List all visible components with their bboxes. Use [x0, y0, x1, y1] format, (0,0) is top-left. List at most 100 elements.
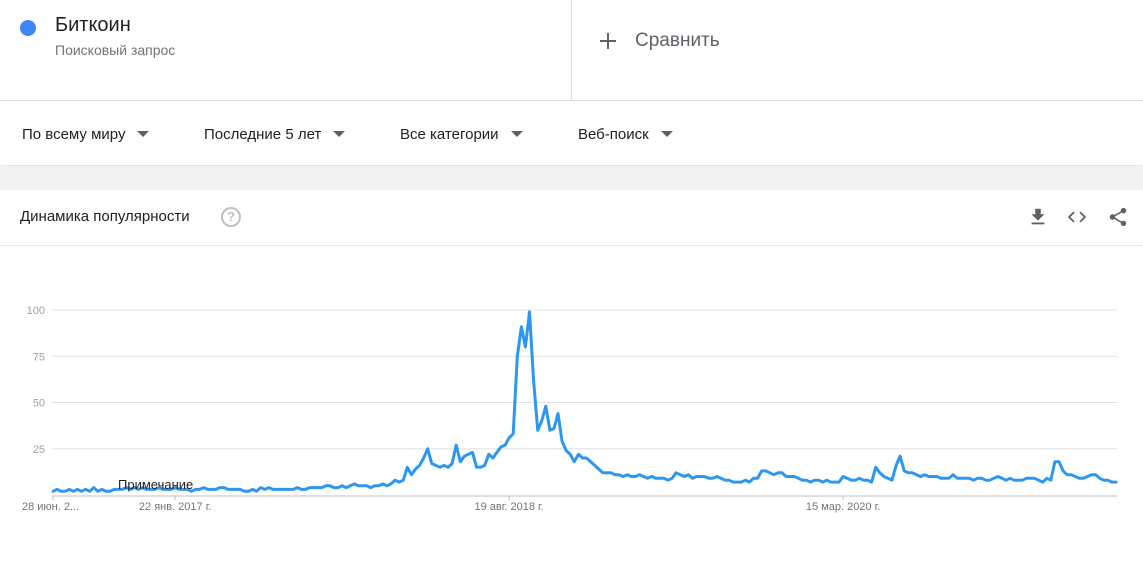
- data-point[interactable]: [238, 487, 242, 491]
- data-point[interactable]: [556, 412, 560, 416]
- data-point[interactable]: [206, 487, 210, 491]
- data-point[interactable]: [853, 478, 857, 482]
- data-point[interactable]: [646, 476, 650, 480]
- data-point[interactable]: [1049, 478, 1053, 482]
- data-point[interactable]: [214, 487, 218, 491]
- data-point[interactable]: [829, 480, 833, 484]
- data-point[interactable]: [739, 480, 743, 484]
- data-point[interactable]: [454, 443, 458, 447]
- data-point[interactable]: [226, 487, 230, 491]
- data-point[interactable]: [495, 450, 499, 454]
- data-point[interactable]: [796, 476, 800, 480]
- data-point[interactable]: [1020, 478, 1024, 482]
- data-point[interactable]: [1086, 475, 1090, 479]
- data-point[interactable]: [393, 478, 397, 482]
- data-point[interactable]: [194, 487, 198, 491]
- data-point[interactable]: [198, 487, 202, 491]
- data-point[interactable]: [878, 471, 882, 475]
- share-icon[interactable]: [1107, 206, 1129, 228]
- data-point[interactable]: [397, 480, 401, 484]
- data-point[interactable]: [760, 469, 764, 473]
- data-point[interactable]: [662, 476, 666, 480]
- data-point[interactable]: [837, 480, 841, 484]
- data-point[interactable]: [59, 489, 63, 493]
- data-point[interactable]: [568, 452, 572, 456]
- data-point[interactable]: [430, 462, 434, 466]
- data-point[interactable]: [230, 487, 234, 491]
- data-point[interactable]: [1053, 460, 1057, 464]
- data-point[interactable]: [511, 432, 515, 436]
- data-point[interactable]: [752, 476, 756, 480]
- data-point[interactable]: [51, 489, 55, 493]
- data-point[interactable]: [104, 489, 108, 493]
- data-point[interactable]: [475, 465, 479, 469]
- data-point[interactable]: [381, 482, 385, 486]
- data-point[interactable]: [263, 487, 267, 491]
- data-point[interactable]: [666, 478, 670, 482]
- category-filter[interactable]: Все категории: [400, 124, 523, 144]
- data-point[interactable]: [242, 489, 246, 493]
- data-point[interactable]: [409, 473, 413, 477]
- data-point[interactable]: [84, 487, 88, 491]
- data-point[interactable]: [719, 476, 723, 480]
- data-point[interactable]: [931, 475, 935, 479]
- data-point[interactable]: [939, 476, 943, 480]
- data-point[interactable]: [344, 486, 348, 490]
- data-point[interactable]: [287, 487, 291, 491]
- data-point[interactable]: [857, 476, 861, 480]
- data-point[interactable]: [340, 484, 344, 488]
- data-point[interactable]: [642, 475, 646, 479]
- data-point[interactable]: [890, 478, 894, 482]
- data-point[interactable]: [898, 454, 902, 458]
- data-point[interactable]: [564, 449, 568, 453]
- data-point[interactable]: [972, 478, 976, 482]
- data-point[interactable]: [1102, 478, 1106, 482]
- data-point[interactable]: [927, 475, 931, 479]
- data-point[interactable]: [674, 471, 678, 475]
- data-point[interactable]: [784, 475, 788, 479]
- data-point[interactable]: [1090, 473, 1094, 477]
- data-point[interactable]: [279, 487, 283, 491]
- data-point[interactable]: [1012, 478, 1016, 482]
- data-point[interactable]: [540, 419, 544, 423]
- data-point[interactable]: [438, 465, 442, 469]
- data-point[interactable]: [703, 475, 707, 479]
- data-point[interactable]: [515, 354, 519, 358]
- data-point[interactable]: [401, 478, 405, 482]
- data-point[interactable]: [976, 476, 980, 480]
- data-point[interactable]: [576, 452, 580, 456]
- data-point[interactable]: [348, 484, 352, 488]
- series-line-bitcoin[interactable]: [51, 310, 1118, 493]
- data-point[interactable]: [731, 480, 735, 484]
- data-point[interactable]: [984, 478, 988, 482]
- data-point[interactable]: [821, 480, 825, 484]
- data-point[interactable]: [1114, 480, 1118, 484]
- data-point[interactable]: [377, 484, 381, 488]
- data-point[interactable]: [324, 484, 328, 488]
- data-point[interactable]: [466, 452, 470, 456]
- data-point[interactable]: [295, 486, 299, 490]
- data-point[interactable]: [682, 475, 686, 479]
- data-point[interactable]: [471, 450, 475, 454]
- data-point[interactable]: [291, 487, 295, 491]
- data-point[interactable]: [462, 454, 466, 458]
- data-point[interactable]: [491, 456, 495, 460]
- data-point[interactable]: [55, 487, 59, 491]
- data-point[interactable]: [536, 428, 540, 432]
- data-point[interactable]: [768, 471, 772, 475]
- data-point[interactable]: [572, 460, 576, 464]
- data-point[interactable]: [458, 460, 462, 464]
- data-point[interactable]: [902, 469, 906, 473]
- data-point[interactable]: [357, 484, 361, 488]
- data-point[interactable]: [629, 475, 633, 479]
- data-point[interactable]: [108, 489, 112, 493]
- data-point[interactable]: [597, 467, 601, 471]
- data-point[interactable]: [426, 447, 430, 451]
- data-point[interactable]: [1069, 473, 1073, 477]
- data-point[interactable]: [825, 478, 829, 482]
- data-point[interactable]: [405, 465, 409, 469]
- time-range-filter[interactable]: Последние 5 лет: [204, 124, 346, 144]
- data-point[interactable]: [910, 471, 914, 475]
- data-point[interactable]: [312, 486, 316, 490]
- data-point[interactable]: [625, 473, 629, 477]
